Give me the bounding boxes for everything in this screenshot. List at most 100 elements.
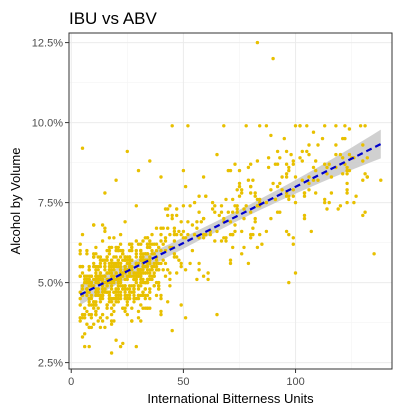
data-point bbox=[80, 284, 85, 288]
data-point bbox=[334, 152, 338, 157]
data-point bbox=[307, 152, 311, 157]
data-point bbox=[123, 293, 127, 298]
data-point bbox=[291, 159, 295, 163]
y-tick-label: 10.0% bbox=[32, 118, 63, 130]
data-point bbox=[168, 204, 172, 208]
data-point bbox=[345, 168, 349, 173]
data-point bbox=[240, 229, 244, 234]
data-point bbox=[300, 178, 304, 182]
data-point bbox=[195, 277, 199, 282]
data-point bbox=[105, 271, 109, 275]
data-point bbox=[118, 264, 123, 269]
data-point bbox=[103, 264, 107, 269]
data-point bbox=[287, 280, 291, 285]
data-point bbox=[105, 284, 109, 288]
data-point bbox=[327, 162, 331, 166]
data-point bbox=[94, 287, 98, 291]
data-point bbox=[352, 200, 356, 205]
data-point bbox=[83, 332, 87, 336]
data-point bbox=[181, 168, 186, 173]
data-point bbox=[141, 280, 145, 285]
data-point bbox=[125, 277, 129, 282]
data-point bbox=[136, 287, 141, 291]
data-point bbox=[237, 194, 242, 198]
data-point bbox=[161, 226, 165, 230]
data-point bbox=[237, 181, 242, 186]
data-point bbox=[166, 300, 170, 304]
data-point bbox=[233, 223, 237, 227]
data-point bbox=[134, 239, 138, 243]
data-point bbox=[172, 232, 177, 237]
data-point bbox=[109, 322, 114, 326]
data-point bbox=[83, 277, 87, 282]
data-point bbox=[109, 258, 114, 262]
data-point bbox=[334, 124, 338, 128]
data-point bbox=[233, 229, 237, 234]
data-point bbox=[96, 280, 100, 285]
data-point bbox=[132, 284, 136, 288]
data-point bbox=[80, 232, 85, 237]
data-point bbox=[154, 261, 159, 266]
data-point bbox=[83, 344, 87, 349]
data-point bbox=[179, 264, 183, 269]
y-axis-title: Alcohol by Volume bbox=[8, 148, 23, 255]
data-point bbox=[302, 194, 307, 198]
data-point bbox=[94, 290, 98, 294]
data-point bbox=[307, 181, 311, 186]
data-point bbox=[80, 335, 85, 339]
data-point bbox=[112, 274, 116, 278]
data-point bbox=[107, 293, 112, 298]
data-point bbox=[148, 159, 152, 163]
data-point bbox=[284, 191, 289, 195]
data-point bbox=[143, 287, 147, 291]
data-point bbox=[163, 239, 168, 243]
data-point bbox=[336, 207, 340, 211]
data-point bbox=[231, 210, 235, 214]
data-point bbox=[80, 146, 85, 150]
y-tick-label: 12.5% bbox=[32, 38, 63, 50]
data-point bbox=[112, 280, 116, 285]
data-point bbox=[219, 204, 224, 208]
data-point bbox=[323, 200, 327, 205]
data-point bbox=[307, 188, 311, 192]
data-point bbox=[287, 165, 291, 170]
data-point bbox=[159, 309, 163, 314]
data-point bbox=[159, 232, 163, 237]
trend-line-group bbox=[79, 143, 382, 296]
data-point bbox=[343, 124, 347, 128]
data-point bbox=[145, 268, 150, 272]
data-point bbox=[136, 316, 141, 320]
data-point bbox=[105, 255, 109, 259]
data-point bbox=[347, 152, 352, 157]
data-point bbox=[222, 216, 226, 221]
data-point bbox=[100, 223, 105, 227]
data-point bbox=[224, 239, 228, 243]
data-point bbox=[148, 258, 152, 262]
data-point bbox=[228, 220, 233, 224]
data-point bbox=[150, 277, 154, 282]
data-points bbox=[78, 40, 383, 355]
data-point bbox=[80, 264, 85, 269]
data-point bbox=[85, 293, 89, 298]
data-point bbox=[237, 184, 242, 189]
data-point bbox=[109, 351, 114, 355]
data-point bbox=[103, 258, 107, 262]
data-point bbox=[139, 255, 143, 259]
data-point bbox=[136, 284, 141, 288]
data-point bbox=[291, 236, 295, 240]
data-point bbox=[148, 296, 152, 301]
data-point bbox=[139, 248, 143, 253]
data-point bbox=[327, 200, 331, 205]
data-point bbox=[345, 200, 349, 205]
data-point bbox=[235, 188, 239, 192]
data-point bbox=[307, 175, 311, 179]
data-point bbox=[293, 175, 298, 179]
data-point bbox=[145, 271, 150, 275]
data-point bbox=[134, 248, 138, 253]
data-point bbox=[132, 293, 136, 298]
data-point bbox=[148, 306, 152, 310]
data-point bbox=[179, 261, 183, 266]
chart-title: IBU vs ABV bbox=[69, 9, 158, 28]
data-point bbox=[345, 172, 349, 176]
data-point bbox=[170, 213, 174, 218]
